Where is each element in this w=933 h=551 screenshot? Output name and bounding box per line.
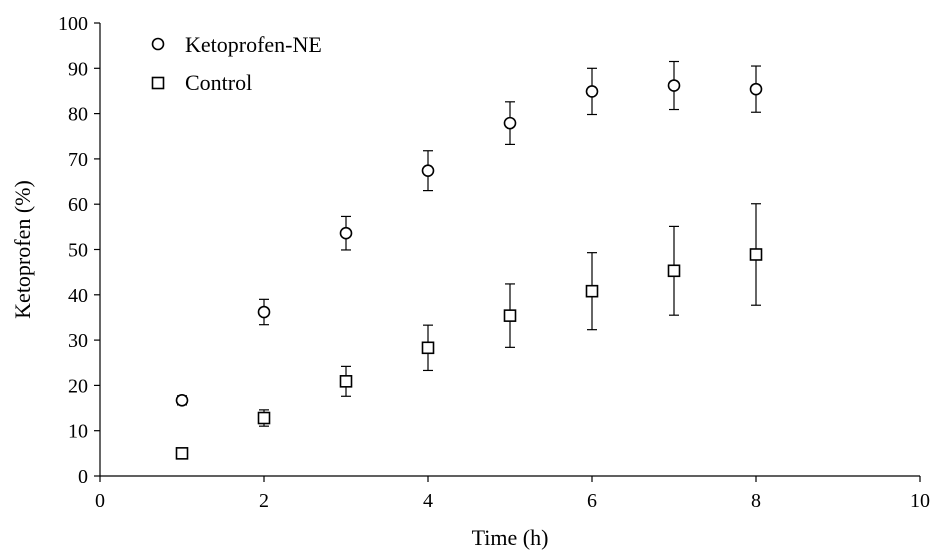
y-axis-title: Ketoprofen (%): [10, 180, 35, 319]
error-bars: [177, 60, 761, 427]
tick-labels: 0 10 20 30 40 50 60 70 80 90 100 0 2 4 6 8 10: [58, 13, 930, 512]
axes: [94, 22, 921, 482]
y-tick-label: 20: [68, 375, 88, 397]
data-point-circle: [339, 226, 353, 240]
data-point-square: [175, 447, 189, 460]
y-tick-label: 60: [68, 194, 88, 216]
data-point-square: [421, 341, 435, 355]
data-markers: [175, 79, 763, 460]
legend-label-control: Control: [185, 70, 252, 95]
data-point-square: [339, 375, 353, 388]
y-tick-label: 50: [68, 240, 88, 262]
data-point-square: [749, 248, 763, 261]
data-point-circle: [175, 394, 189, 407]
data-point-square: [667, 264, 681, 278]
x-tick-label: 0: [95, 490, 105, 512]
data-point-square: [257, 411, 271, 425]
legend-label-ketoprofen-ne: Ketoprofen-NE: [185, 32, 322, 57]
legend: Ketoprofen-NE Control: [151, 32, 322, 95]
y-tick-label: 40: [68, 285, 88, 307]
legend-item-ketoprofen-ne: Ketoprofen-NE: [151, 32, 322, 57]
y-tick-label: 0: [78, 466, 88, 488]
y-tick-label: 80: [68, 104, 88, 126]
legend-square-marker: [151, 76, 165, 90]
x-tick-label: 2: [259, 490, 269, 512]
legend-item-control: Control: [151, 70, 252, 95]
legend-circle-marker: [151, 37, 165, 51]
data-point-circle: [585, 85, 599, 98]
data-point-circle: [667, 79, 681, 92]
data-point-square: [585, 284, 599, 298]
y-tick-label: 90: [68, 58, 88, 80]
x-axis-title: Time (h): [472, 525, 549, 550]
data-point-circle: [421, 164, 435, 177]
y-tick-label: 30: [68, 330, 88, 352]
data-point-circle: [749, 82, 763, 96]
x-tick-label: 4: [423, 490, 433, 512]
data-point-circle: [257, 305, 271, 319]
y-tick-label: 70: [68, 149, 88, 171]
x-tick-label: 10: [910, 490, 930, 512]
x-tick-label: 6: [587, 490, 597, 512]
data-point-square: [503, 309, 517, 322]
data-point-circle: [503, 116, 517, 130]
x-tick-label: 8: [751, 490, 761, 512]
y-tick-label: 10: [68, 421, 88, 443]
y-tick-label: 100: [58, 13, 88, 35]
